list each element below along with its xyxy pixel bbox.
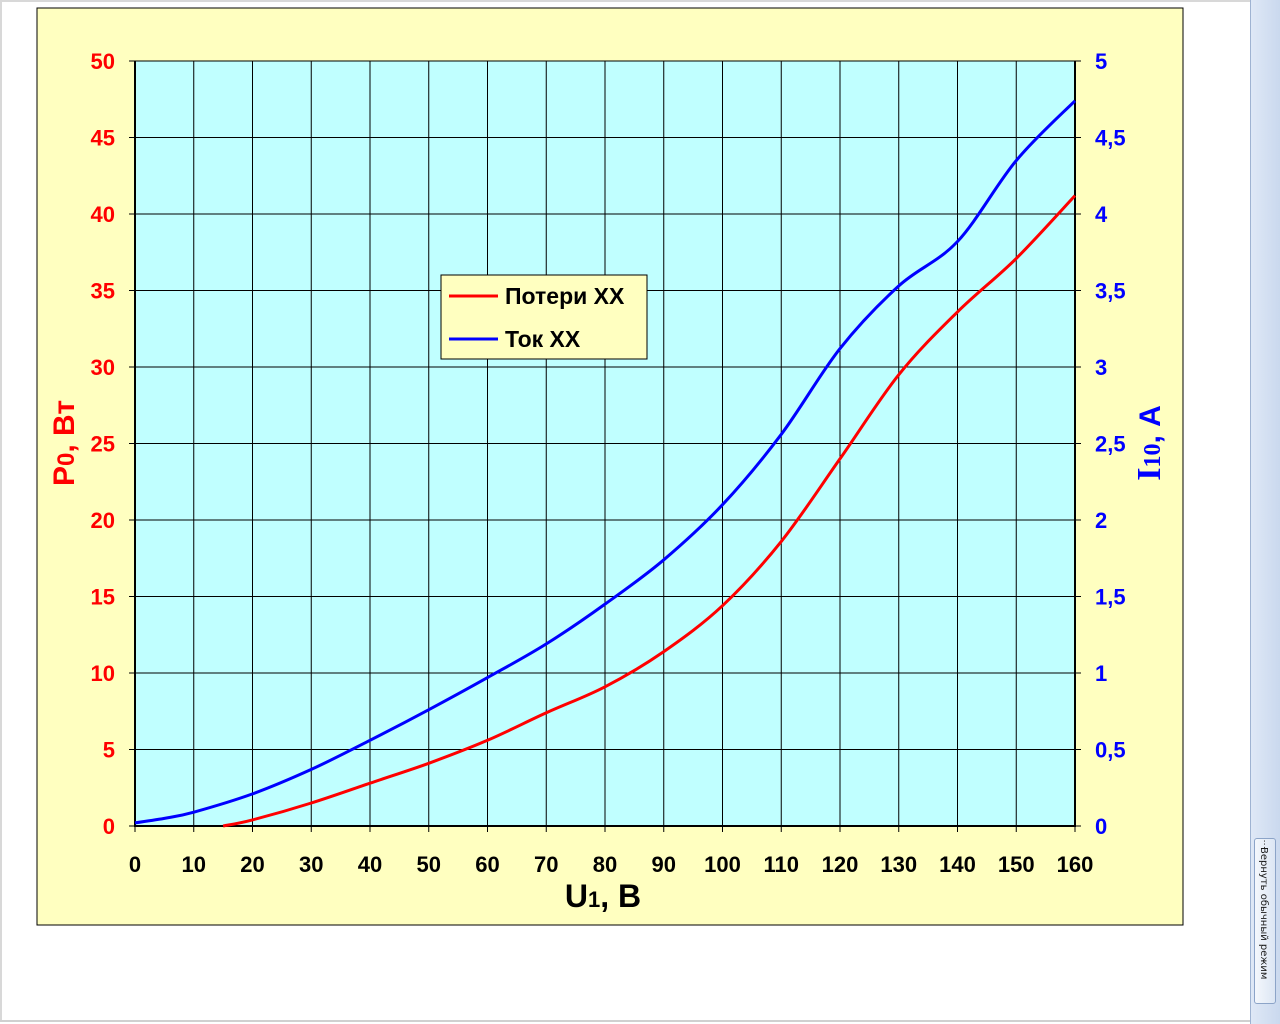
y-left-tick-label: 30 [91,355,115,380]
series-line-loss [222,194,1077,828]
y-right-tick-label: 1 [1095,661,1107,686]
y-left-tick-label: 20 [91,508,115,533]
grid-lines [134,60,1076,827]
x-tick-label: 160 [1057,852,1094,877]
y-left-tick-labels: 0 5 10 15 20 25 30 35 40 45 50 [91,49,115,839]
x-tick-label: 10 [182,852,206,877]
restore-normal-mode-tab[interactable]: ⋮ Вернуть обычный режим [1254,838,1276,1004]
axes [129,60,1081,832]
x-tick-label: 110 [764,852,800,877]
y-left-tick-label: 15 [91,585,115,610]
x-tick-label: 140 [939,852,976,877]
y-right-axis-label-sub: 10 [1140,444,1166,468]
legend-box [440,274,648,360]
y-left-axis-label: P0, Вт [48,400,81,486]
tab-grip-icon: ⋮ [1260,839,1269,849]
legend-label-current: Ток ХХ [505,326,581,352]
y-left-tick-label: 10 [91,661,115,686]
x-axis-label-unit: , В [600,878,641,914]
y-right-tick-label: 0 [1095,814,1107,839]
restore-normal-mode-label: Вернуть обычный режим [1258,847,1269,980]
y-left-tick-label: 25 [91,432,115,457]
series-layer [134,99,1077,828]
x-tick-label: 120 [822,852,859,877]
y-right-tick-label: 3,5 [1095,279,1126,304]
y-right-tick-labels: 0 0,5 1 1,5 2 2,5 3 3,5 4 4,5 5 [1095,49,1126,839]
page-edge-left [0,0,2,1022]
x-tick-label: 60 [475,852,499,877]
y-right-axis-label-main: I [1131,468,1168,481]
x-axis-label-sub: 1 [588,887,600,912]
y-left-tick-label: 40 [91,202,115,227]
x-tick-label: 0 [129,852,141,877]
y-left-tick-label: 0 [103,814,115,839]
y-left-axis-label-main: P [48,466,81,486]
x-tick-label: 100 [704,852,741,877]
x-tick-label: 80 [593,852,617,877]
x-tick-label: 90 [652,852,676,877]
x-axis-label-main: U [565,878,588,914]
x-tick-label: 150 [998,852,1035,877]
x-tick-label: 130 [880,852,917,877]
y-left-axis-label-unit: , Вт [48,400,81,453]
x-tick-label: 70 [534,852,558,877]
x-tick-label: 30 [299,852,323,877]
y-right-axis-label-unit: , А [1134,405,1167,443]
y-left-tick-label: 5 [103,738,115,763]
x-tick-label: 50 [417,852,441,877]
legend: Потери ХХ Ток ХХ [440,274,648,360]
y-left-tick-label: 45 [91,126,115,151]
series-line-current [134,99,1077,825]
page-edge-top [0,0,1250,2]
x-tick-label: 20 [240,852,264,877]
page-edge-bottom [0,1020,1250,1022]
y-right-tick-label: 0,5 [1095,738,1126,763]
y-right-tick-label: 4,5 [1095,126,1126,151]
y-left-tick-label: 50 [91,49,115,74]
x-axis-label: U1, В [565,878,641,914]
chart: 0 10 20 30 40 50 60 70 80 90 100 110 120 130 140 150 160… [36,7,1184,926]
legend-label-loss: Потери ХХ [505,283,625,309]
y-right-tick-label: 5 [1095,49,1107,74]
y-right-tick-label: 2,5 [1095,432,1126,457]
y-right-tick-label: 2 [1095,508,1107,533]
y-left-axis-label-sub: 0 [53,453,80,466]
y-left-tick-label: 35 [91,279,115,304]
y-right-tick-label: 1,5 [1095,585,1126,610]
y-right-tick-label: 3 [1095,355,1107,380]
x-tick-label: 40 [358,852,382,877]
x-tick-labels: 0 10 20 30 40 50 60 70 80 90 100 110 120 130 140 150 160 [129,852,1093,877]
y-right-axis-label: I10, А [1131,405,1168,481]
y-right-tick-label: 4 [1095,202,1108,227]
